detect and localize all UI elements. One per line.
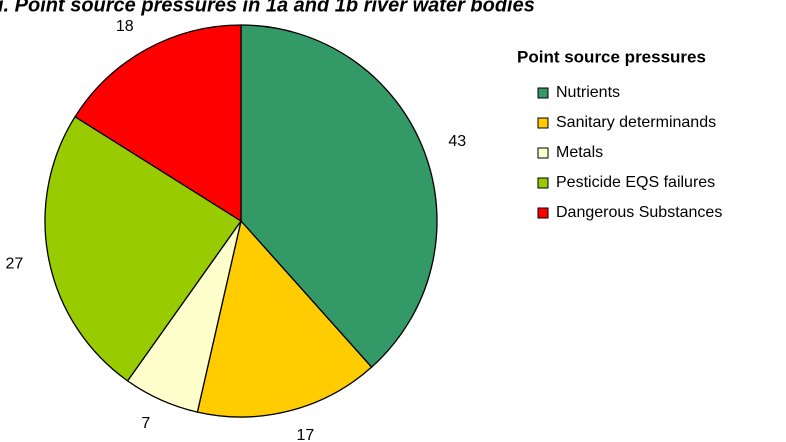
- slice-label: 17: [296, 427, 314, 442]
- pie-slice: [44, 115, 242, 382]
- legend-swatch: [537, 147, 549, 159]
- legend-title: Point source pressures: [517, 47, 706, 66]
- slice-label: 27: [5, 256, 23, 273]
- slice-label: 43: [448, 133, 466, 150]
- chart-title: i. Point source pressures in 1a and 1b r…: [0, 0, 535, 16]
- legend-swatch: [537, 117, 549, 129]
- legend-label: Dangerous Substances: [556, 204, 722, 221]
- slice-label: 18: [116, 18, 134, 35]
- pie-slice: [240, 24, 438, 369]
- legend-label: Metals: [556, 144, 603, 161]
- legend-swatch: [537, 177, 549, 189]
- legend-label: Nutrients: [556, 84, 620, 101]
- legend-swatch: [537, 87, 549, 99]
- legend-label: Sanitary determinands: [556, 114, 716, 131]
- pie-slice: [196, 219, 373, 418]
- legend-swatch: [537, 207, 549, 219]
- slice-label: 7: [141, 415, 150, 432]
- legend-label: Pesticide EQS failures: [556, 174, 715, 191]
- pie-slice: [74, 24, 242, 223]
